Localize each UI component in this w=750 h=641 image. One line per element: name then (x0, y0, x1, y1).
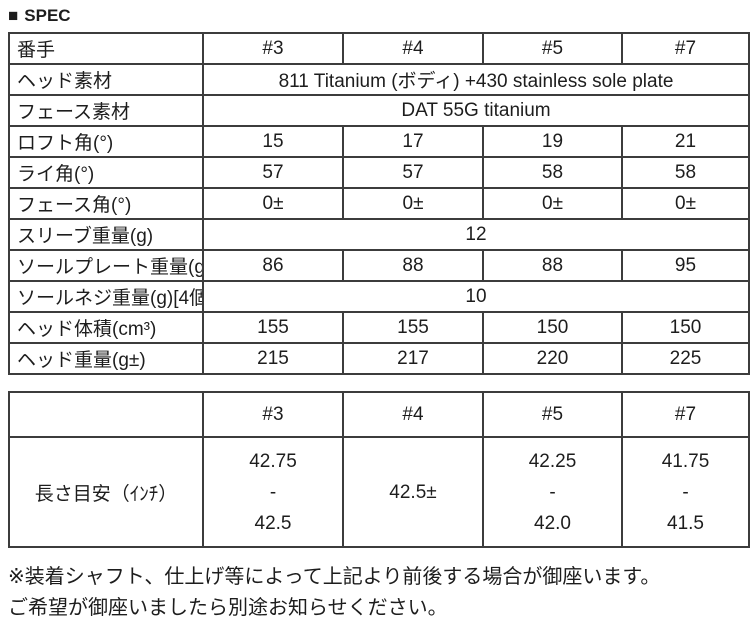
length-data-row: 長さ目安（ｲﾝﾁ） 42.75 - 42.5 42.5± 42.25 - 42.0 41.75 -… (8, 436, 750, 548)
length-value-line: 42.5 (254, 512, 292, 534)
footnote-line: ※装着シャフト、仕上げ等によって上記より前後する場合が御座います。 (8, 566, 661, 588)
length-col-header: #4 (342, 391, 484, 438)
length-value-cell: 42.25 - 42.0 (482, 436, 623, 548)
length-value-line: - (269, 481, 277, 503)
length-value-cell: 41.75 - 41.5 (621, 436, 750, 548)
spec-row-label: ロフト角(°) (8, 125, 204, 158)
length-value-line: 42.25 (528, 450, 577, 472)
length-value-line: 42.5± (389, 481, 437, 503)
length-header-empty-cell (8, 391, 204, 438)
spec-cell-value: 155 (202, 311, 344, 344)
spec-cell-value: 19 (482, 125, 623, 158)
spec-cell-value: 0± (621, 187, 750, 220)
spec-cell-value: 225 (621, 342, 750, 375)
length-table: #3 #4 #5 #7 長さ目安（ｲﾝﾁ） 42.75-42.5 42.5± 42.25-42… (8, 391, 750, 548)
spec-cell-value: 21 (621, 125, 750, 158)
spec-row: ライ角(°) 57 57 58 58 (8, 156, 750, 189)
footnote-line: ご希望が御座いましたら別途お知らせください。 (8, 597, 448, 619)
spec-cell-value: 57 (342, 156, 484, 189)
spec-cell-value: 0± (202, 187, 344, 220)
spec-table: 番手 #3 #4 #5 #7 ヘッド素材 811 Titanium (ボディ) +430 s… (8, 32, 750, 375)
spec-row: 番手 #3 #4 #5 #7 (8, 32, 750, 65)
page-title: SPEC (24, 6, 71, 25)
length-value-line: 42.75 (249, 450, 297, 472)
length-value-line: 41.75 (661, 450, 710, 472)
spec-cell-value: #7 (621, 32, 750, 65)
spec-cell-value: 217 (342, 342, 484, 375)
spec-cell-value: 0± (482, 187, 623, 220)
spec-row-label: ヘッド体積(cm³) (8, 311, 204, 344)
spec-row-label: ヘッド素材 (8, 63, 204, 96)
spec-cell-value: 220 (482, 342, 623, 375)
section-heading: ■ SPEC (8, 5, 750, 27)
spec-cell-value: 17 (342, 125, 484, 158)
spec-span-value: 811 Titanium (ボディ) +430 stainless sole p… (202, 63, 750, 96)
spec-cell-value: 0± (342, 187, 484, 220)
spec-span-value: 12 (202, 218, 750, 251)
spec-row: ヘッド体積(cm³) 155 155 150 150 (8, 311, 750, 344)
spec-span-value: 10 (202, 280, 750, 313)
spec-row-label: 番手 (8, 32, 204, 65)
square-bullet-icon: ■ (8, 6, 19, 25)
spec-row: ソールプレート重量(g) 86 88 88 95 (8, 249, 750, 282)
spec-cell-value: 58 (621, 156, 750, 189)
spec-row: ロフト角(°) 15 17 19 21 (8, 125, 750, 158)
footnote: ※装着シャフト、仕上げ等によって上記より前後する場合が御座います。 ご希望が御座… (8, 562, 750, 624)
spec-cell-value: 155 (342, 311, 484, 344)
spec-cell-value: 88 (342, 249, 484, 282)
spec-cell-value: #5 (482, 32, 623, 65)
spec-span-value: DAT 55G titanium (202, 94, 750, 127)
length-value-line: - (682, 481, 689, 503)
spec-cell-value: 95 (621, 249, 750, 282)
spec-row: ヘッド素材 811 Titanium (ボディ) +430 stainless s… (8, 63, 750, 96)
spec-cell-value: #4 (342, 32, 484, 65)
spec-cell-value: 58 (482, 156, 623, 189)
spec-cell-value: 88 (482, 249, 623, 282)
length-value-line: 41.5 (667, 512, 704, 534)
spec-row-label: フェース角(°) (8, 187, 204, 220)
length-header-row: #3 #4 #5 #7 (8, 391, 750, 438)
length-col-header: #7 (621, 391, 750, 438)
spec-cell-value: 150 (621, 311, 750, 344)
spec-row: ソールネジ重量(g)[4個] 10 (8, 280, 750, 313)
spec-row-label: フェース素材 (8, 94, 204, 127)
spec-section: ■ SPEC 番手 #3 #4 #5 #7 ヘッド素材 811 Titanium (ボディ) … (8, 5, 750, 624)
spec-row: スリーブ重量(g) 12 (8, 218, 750, 251)
spec-cell-value: 150 (482, 311, 623, 344)
length-value-cell: 42.75 - 42.5 (202, 436, 344, 548)
spec-row: ヘッド重量(g±) 215 217 220 225 (8, 342, 750, 375)
length-value-line: - (549, 481, 556, 503)
spec-row-label: ライ角(°) (8, 156, 204, 189)
length-value-cell: 42.5± (342, 436, 484, 548)
spec-cell-value: 57 (202, 156, 344, 189)
length-row-label: 長さ目安（ｲﾝﾁ） (8, 436, 204, 548)
spec-cell-value: 215 (202, 342, 344, 375)
spec-row-label: ソールプレート重量(g) (8, 249, 204, 282)
length-value-line: 42.0 (534, 512, 571, 534)
spec-row-label: ソールネジ重量(g)[4個] (8, 280, 204, 313)
spec-cell-value: 15 (202, 125, 344, 158)
spec-cell-value: 86 (202, 249, 344, 282)
length-col-header: #5 (482, 391, 623, 438)
length-col-header: #3 (202, 391, 344, 438)
spec-cell-value: #3 (202, 32, 344, 65)
spec-row: フェース角(°) 0± 0± 0± 0± (8, 187, 750, 220)
spec-row-label: スリーブ重量(g) (8, 218, 204, 251)
spec-row-label: ヘッド重量(g±) (8, 342, 204, 375)
spec-row: フェース素材 DAT 55G titanium (8, 94, 750, 127)
